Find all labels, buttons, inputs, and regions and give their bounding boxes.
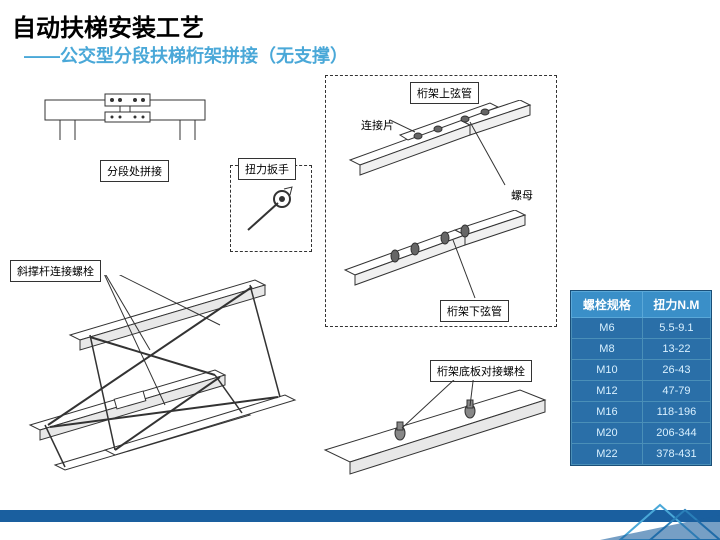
bottom-plate-detail bbox=[320, 380, 560, 480]
joint-front-view bbox=[40, 90, 220, 150]
th-torque: 扭力N.M bbox=[642, 292, 710, 318]
torque-wrench-icon bbox=[240, 185, 300, 240]
diagram-area: 分段处拼接 扭力扳手 桁架上弦管 连接片 螺母 桁架下弦管 bbox=[10, 70, 570, 500]
torque-tbody: M65.5-9.1 M813-22 M1026-43 M1247-79 M161… bbox=[572, 318, 711, 465]
truss-isometric bbox=[20, 275, 310, 490]
th-spec: 螺栓规格 bbox=[572, 292, 643, 318]
label-torque-wrench: 扭力扳手 bbox=[238, 158, 296, 180]
label-bottom-bolt: 桁架底板对接螺栓 bbox=[430, 360, 532, 382]
torque-table: 螺栓规格 扭力N.M M65.5-9.1 M813-22 M1026-43 M1… bbox=[570, 290, 712, 466]
page-title: 自动扶梯安装工艺 bbox=[12, 8, 204, 43]
footer-accent bbox=[600, 495, 720, 540]
label-segment-splice: 分段处拼接 bbox=[100, 160, 169, 182]
upper-chord-iso bbox=[340, 100, 540, 200]
lower-chord-iso bbox=[335, 210, 535, 310]
page-subtitle: ——公交型分段扶梯桁架拼接（无支撑） bbox=[24, 42, 348, 68]
